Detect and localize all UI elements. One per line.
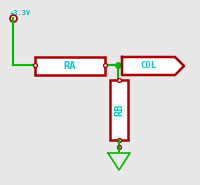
Text: COL: COL [140, 61, 157, 70]
Bar [35, 57, 105, 75]
Polygon shape [108, 153, 130, 170]
Text: RA: RA [64, 61, 76, 71]
Text: +3.3V: +3.3V [10, 10, 31, 16]
Polygon shape [122, 57, 184, 75]
Bar [110, 80, 128, 140]
Text: RB: RB [114, 104, 124, 116]
